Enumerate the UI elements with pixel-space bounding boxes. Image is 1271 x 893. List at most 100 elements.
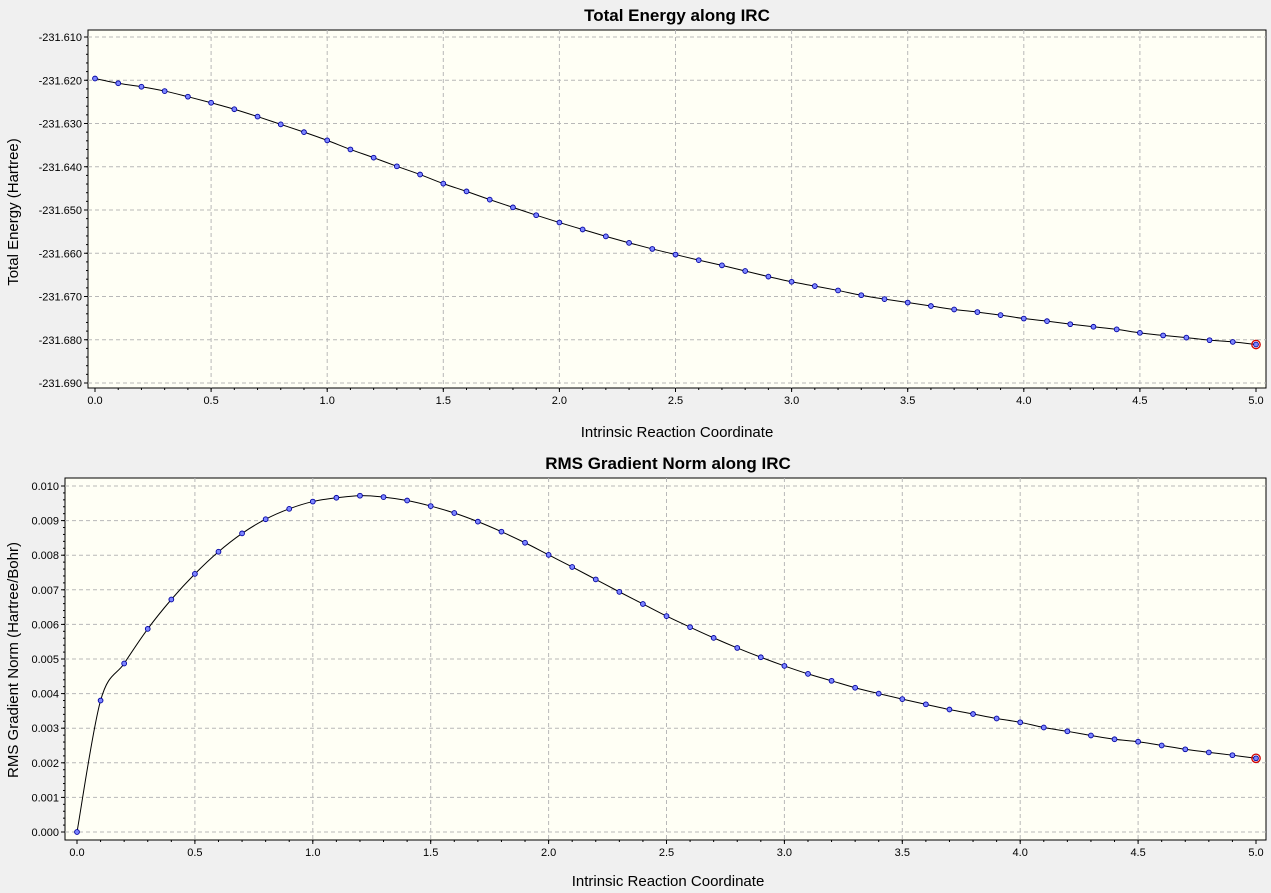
data-point xyxy=(115,80,122,87)
data-point xyxy=(498,528,505,535)
data-point xyxy=(286,505,293,512)
x-tick-label: 1.5 xyxy=(436,395,451,407)
x-tick-label: 3.0 xyxy=(784,395,799,407)
data-point xyxy=(192,571,198,577)
data-point xyxy=(231,106,238,113)
y-tick-label: 0.010 xyxy=(31,481,59,493)
data-point xyxy=(928,303,934,309)
x-tick-label: 4.5 xyxy=(1132,395,1147,407)
data-point xyxy=(1088,732,1094,739)
data-point xyxy=(309,498,316,505)
data-point xyxy=(828,677,835,684)
data-point xyxy=(1111,736,1118,743)
current-point-marker xyxy=(1251,753,1261,764)
data-point xyxy=(380,494,387,500)
data-point xyxy=(1183,334,1190,341)
plot-area xyxy=(64,477,1267,841)
x-tick-label: 2.0 xyxy=(541,847,556,859)
grid xyxy=(88,30,1266,388)
data-point xyxy=(533,212,540,219)
x-tick-label: 5.0 xyxy=(1248,847,1263,859)
y-tick-label: -231.690 xyxy=(39,378,82,390)
y-tick-label: -231.660 xyxy=(39,248,82,260)
data-point xyxy=(710,635,717,641)
data-series xyxy=(74,492,1261,835)
y-tick-label: -231.620 xyxy=(39,75,82,87)
data-point xyxy=(1229,752,1236,759)
y-tick-label: 0.004 xyxy=(31,689,59,701)
data-point xyxy=(1113,326,1120,333)
data-point xyxy=(138,83,145,90)
data-point xyxy=(1090,323,1097,330)
data-point xyxy=(440,180,447,187)
data-point xyxy=(1137,329,1143,336)
data-point xyxy=(215,548,222,555)
data-point xyxy=(923,701,929,708)
data-point xyxy=(394,163,400,170)
data-point xyxy=(556,219,563,226)
data-point xyxy=(486,196,493,203)
y-tick-label: 0.001 xyxy=(31,792,59,804)
data-point xyxy=(1253,755,1259,762)
data-point xyxy=(649,246,656,252)
data-point xyxy=(427,503,434,509)
total-energy-chart: 0.0 0.5 1.0 1.5 2.0 2.5 3.0 3.5 4.0 4.5 5.0 -231.61… xyxy=(5,6,1267,441)
y-tick-label: -231.630 xyxy=(39,119,82,131)
data-point xyxy=(993,715,1000,722)
data-point xyxy=(92,75,98,82)
data-point xyxy=(805,671,811,677)
data-point xyxy=(324,137,331,144)
y-tick-label: 0.007 xyxy=(31,585,59,597)
x-tick-label: 1.0 xyxy=(305,847,320,859)
data-point xyxy=(788,278,795,285)
data-point xyxy=(695,257,702,264)
data-point xyxy=(254,113,261,120)
data-point xyxy=(672,251,679,258)
data-point xyxy=(951,306,957,313)
data-point xyxy=(946,706,953,713)
data-point xyxy=(475,518,481,525)
data-point xyxy=(835,287,841,294)
x-tick-label: 4.0 xyxy=(1013,847,1028,859)
data-point xyxy=(1160,332,1166,339)
data-point xyxy=(997,312,1004,318)
data-point xyxy=(404,497,410,504)
data-point xyxy=(370,154,377,161)
data-point xyxy=(1158,742,1165,749)
y-tick-label: -231.610 xyxy=(39,32,82,44)
data-point xyxy=(522,539,528,546)
x-tick-label: 0.5 xyxy=(187,847,202,859)
x-axis-label: Intrinsic Reaction Coordinate xyxy=(572,873,765,890)
data-point xyxy=(239,530,245,537)
plot-area xyxy=(87,29,1267,389)
data-point xyxy=(687,624,693,631)
data-point xyxy=(569,564,576,570)
x-tick-label: 0.5 xyxy=(203,395,218,407)
data-point xyxy=(719,262,725,269)
current-point-marker xyxy=(1251,339,1261,350)
data-point xyxy=(417,171,423,178)
data-point xyxy=(579,226,586,233)
data-point xyxy=(1135,738,1141,745)
data-point xyxy=(262,516,269,523)
y-tick-label: 0.009 xyxy=(31,516,59,528)
data-point xyxy=(640,601,646,607)
y-tick-label: 0.002 xyxy=(31,758,59,770)
data-point xyxy=(1229,339,1236,345)
x-tick-label: 2.5 xyxy=(668,395,683,407)
data-point xyxy=(875,690,882,697)
data-point xyxy=(742,268,749,274)
data-point xyxy=(357,492,363,499)
y-tick-label: 0.008 xyxy=(31,550,59,562)
y-tick-label: -231.650 xyxy=(39,205,82,217)
data-point xyxy=(301,129,307,136)
data-point xyxy=(1064,728,1071,735)
data-point xyxy=(1017,719,1024,726)
data-point xyxy=(121,660,128,667)
rms-gradient-chart: 0.0 0.5 1.0 1.5 2.0 2.5 3.0 3.5 4.0 4.5 5.0 0.010 0.… xyxy=(5,454,1267,890)
axis-ticks: 0.0 0.5 1.0 1.5 2.0 2.5 3.0 3.5 4.0 4.5 5.0 -231.61… xyxy=(39,32,1264,407)
data-point xyxy=(463,188,470,195)
x-tick-label: 0.0 xyxy=(69,847,84,859)
x-tick-label: 1.0 xyxy=(320,395,335,407)
